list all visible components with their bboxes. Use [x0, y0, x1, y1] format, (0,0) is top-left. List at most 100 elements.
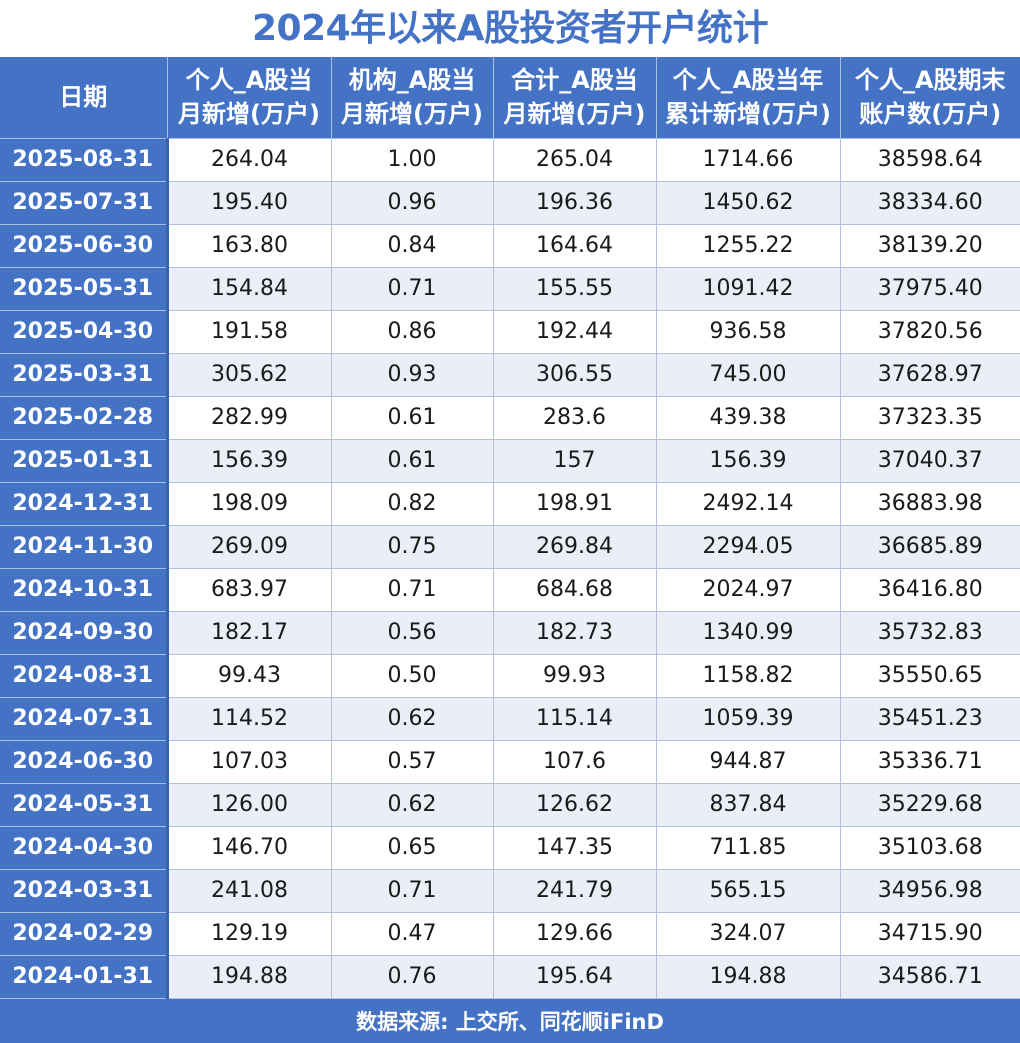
date-cell: 2024-04-30 [0, 826, 169, 870]
individual-ytd-new-cell: 1158.82 [656, 654, 841, 698]
date-cell: 2025-02-28 [0, 396, 169, 440]
institution-monthly-new-cell: 0.96 [331, 181, 494, 225]
table-row: 2024-03-31 241.08 0.71 241.79 565.15 34956.98 [0, 869, 1020, 913]
header-individual-ytd-new: 个人_A股当年 累计新增(万户) [656, 57, 841, 139]
total-monthly-new-cell: 198.91 [493, 482, 657, 526]
institution-monthly-new-cell: 0.50 [331, 654, 494, 698]
account-stats-table: 日期 个人_A股当 月新增(万户) 机构_A股当 月新增(万户) 合计_A股当 … [0, 57, 1020, 999]
date-cell: 2024-06-30 [0, 740, 169, 784]
individual-ytd-new-cell: 711.85 [656, 826, 841, 870]
individual-ytd-new-cell: 439.38 [656, 396, 841, 440]
period-end-accounts-cell: 37040.37 [840, 439, 1020, 483]
total-monthly-new-cell: 147.35 [493, 826, 657, 870]
table-row: 2025-01-31 156.39 0.61 157 156.39 37040.37 [0, 439, 1020, 483]
table-row: 2025-06-30 163.80 0.84 164.64 1255.22 38139.2… [0, 224, 1020, 268]
individual-ytd-new-cell: 2024.97 [656, 568, 841, 612]
individual-monthly-new-cell: 182.17 [167, 611, 332, 655]
individual-monthly-new-cell: 114.52 [167, 697, 332, 741]
date-cell: 2025-08-31 [0, 138, 169, 182]
table-row: 2025-05-31 154.84 0.71 155.55 1091.42 37975.4… [0, 267, 1020, 311]
total-monthly-new-cell: 192.44 [493, 310, 657, 354]
total-monthly-new-cell: 164.64 [493, 224, 657, 268]
individual-monthly-new-cell: 194.88 [167, 955, 332, 999]
period-end-accounts-cell: 35550.65 [840, 654, 1020, 698]
period-end-accounts-cell: 36685.89 [840, 525, 1020, 569]
date-cell: 2025-07-31 [0, 181, 169, 225]
date-cell: 2024-11-30 [0, 525, 169, 569]
table-body: 2025-08-31 264.04 1.00 265.04 1714.66 38598.6… [0, 138, 1020, 999]
individual-ytd-new-cell: 1450.62 [656, 181, 841, 225]
institution-monthly-new-cell: 0.82 [331, 482, 494, 526]
individual-ytd-new-cell: 837.84 [656, 783, 841, 827]
individual-monthly-new-cell: 99.43 [167, 654, 332, 698]
table-row: 2024-08-31 99.43 0.50 99.93 1158.82 35550.65 [0, 654, 1020, 698]
date-cell: 2024-08-31 [0, 654, 169, 698]
institution-monthly-new-cell: 0.86 [331, 310, 494, 354]
individual-ytd-new-cell: 1091.42 [656, 267, 841, 311]
individual-monthly-new-cell: 129.19 [167, 912, 332, 956]
period-end-accounts-cell: 35336.71 [840, 740, 1020, 784]
individual-monthly-new-cell: 191.58 [167, 310, 332, 354]
total-monthly-new-cell: 306.55 [493, 353, 657, 397]
total-monthly-new-cell: 283.6 [493, 396, 657, 440]
individual-ytd-new-cell: 944.87 [656, 740, 841, 784]
period-end-accounts-cell: 38598.64 [840, 138, 1020, 182]
period-end-accounts-cell: 34715.90 [840, 912, 1020, 956]
date-cell: 2025-03-31 [0, 353, 169, 397]
period-end-accounts-cell: 37628.97 [840, 353, 1020, 397]
total-monthly-new-cell: 241.79 [493, 869, 657, 913]
institution-monthly-new-cell: 0.57 [331, 740, 494, 784]
table-row: 2024-12-31 198.09 0.82 198.91 2492.14 36883.9… [0, 482, 1020, 526]
individual-ytd-new-cell: 194.88 [656, 955, 841, 999]
individual-monthly-new-cell: 241.08 [167, 869, 332, 913]
period-end-accounts-cell: 38334.60 [840, 181, 1020, 225]
total-monthly-new-cell: 99.93 [493, 654, 657, 698]
individual-ytd-new-cell: 1714.66 [656, 138, 841, 182]
individual-ytd-new-cell: 156.39 [656, 439, 841, 483]
data-source-footer: 数据来源: 上交所、同花顺iFinD [0, 998, 1020, 1043]
table-row: 2025-03-31 305.62 0.93 306.55 745.00 37628.97 [0, 353, 1020, 397]
date-cell: 2024-03-31 [0, 869, 169, 913]
institution-monthly-new-cell: 0.61 [331, 396, 494, 440]
period-end-accounts-cell: 38139.20 [840, 224, 1020, 268]
table-row: 2025-07-31 195.40 0.96 196.36 1450.62 38334.6… [0, 181, 1020, 225]
period-end-accounts-cell: 35732.83 [840, 611, 1020, 655]
institution-monthly-new-cell: 0.56 [331, 611, 494, 655]
period-end-accounts-cell: 36416.80 [840, 568, 1020, 612]
individual-ytd-new-cell: 2294.05 [656, 525, 841, 569]
individual-ytd-new-cell: 1059.39 [656, 697, 841, 741]
header-total-monthly-new: 合计_A股当 月新增(万户) [493, 57, 657, 139]
individual-monthly-new-cell: 264.04 [167, 138, 332, 182]
institution-monthly-new-cell: 0.61 [331, 439, 494, 483]
date-cell: 2024-01-31 [0, 955, 169, 999]
table-row: 2025-04-30 191.58 0.86 192.44 936.58 37820.56 [0, 310, 1020, 354]
table-row: 2024-01-31 194.88 0.76 195.64 194.88 34586.71 [0, 955, 1020, 999]
page-title: 2024年以来A股投资者开户统计 [251, 8, 769, 49]
period-end-accounts-cell: 37975.40 [840, 267, 1020, 311]
total-monthly-new-cell: 196.36 [493, 181, 657, 225]
date-cell: 2024-09-30 [0, 611, 169, 655]
institution-monthly-new-cell: 0.47 [331, 912, 494, 956]
institution-monthly-new-cell: 0.76 [331, 955, 494, 999]
individual-monthly-new-cell: 156.39 [167, 439, 332, 483]
institution-monthly-new-cell: 0.71 [331, 869, 494, 913]
institution-monthly-new-cell: 0.93 [331, 353, 494, 397]
institution-monthly-new-cell: 0.75 [331, 525, 494, 569]
total-monthly-new-cell: 265.04 [493, 138, 657, 182]
individual-monthly-new-cell: 107.03 [167, 740, 332, 784]
individual-monthly-new-cell: 195.40 [167, 181, 332, 225]
institution-monthly-new-cell: 0.62 [331, 697, 494, 741]
table-row: 2024-11-30 269.09 0.75 269.84 2294.05 36685.8… [0, 525, 1020, 569]
total-monthly-new-cell: 195.64 [493, 955, 657, 999]
table-row: 2024-09-30 182.17 0.56 182.73 1340.99 35732.8… [0, 611, 1020, 655]
date-cell: 2025-01-31 [0, 439, 169, 483]
institution-monthly-new-cell: 0.71 [331, 568, 494, 612]
header-date: 日期 [0, 57, 168, 139]
individual-monthly-new-cell: 269.09 [167, 525, 332, 569]
date-cell: 2025-05-31 [0, 267, 169, 311]
date-cell: 2024-05-31 [0, 783, 169, 827]
total-monthly-new-cell: 126.62 [493, 783, 657, 827]
individual-ytd-new-cell: 1340.99 [656, 611, 841, 655]
period-end-accounts-cell: 35451.23 [840, 697, 1020, 741]
period-end-accounts-cell: 34586.71 [840, 955, 1020, 999]
